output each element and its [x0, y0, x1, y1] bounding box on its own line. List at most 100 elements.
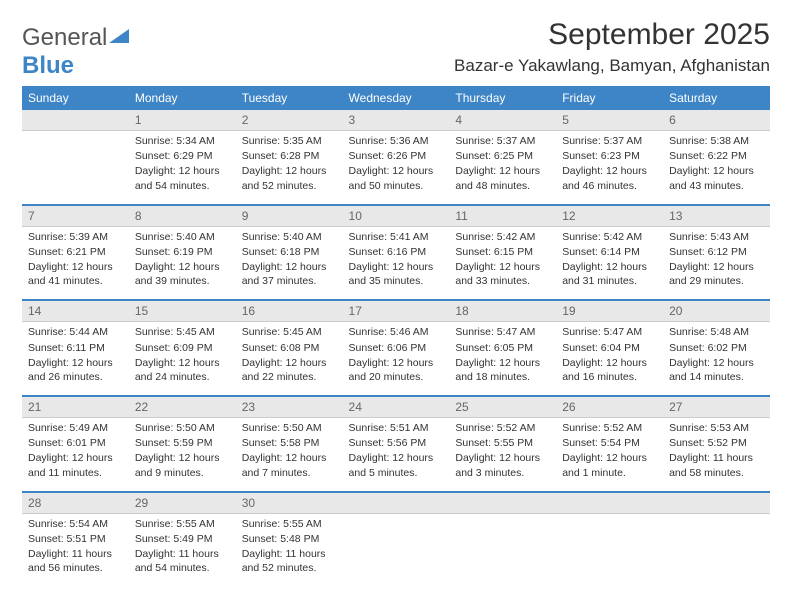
sunrise-text: Sunrise: 5:45 AM: [242, 325, 337, 339]
sunrise-text: Sunrise: 5:39 AM: [28, 230, 123, 244]
content-row: Sunrise: 5:54 AMSunset: 5:51 PMDaylight:…: [22, 513, 770, 586]
day-cell: Sunrise: 5:36 AMSunset: 6:26 PMDaylight:…: [343, 131, 450, 205]
day-number-cell: [343, 492, 450, 514]
sunrise-text: Sunrise: 5:55 AM: [242, 517, 337, 531]
header: GeneralBlue September 2025 Bazar-e Yakaw…: [22, 18, 770, 82]
sunrise-text: Sunrise: 5:52 AM: [562, 421, 657, 435]
sunrise-text: Sunrise: 5:40 AM: [242, 230, 337, 244]
day-details: Sunrise: 5:38 AMSunset: 6:22 PMDaylight:…: [663, 131, 770, 200]
sunset-text: Sunset: 5:56 PM: [349, 436, 444, 450]
daylight-text: Daylight: 12 hours and 31 minutes.: [562, 260, 657, 288]
sunrise-text: Sunrise: 5:38 AM: [669, 134, 764, 148]
sunset-text: Sunset: 5:59 PM: [135, 436, 230, 450]
day-number-cell: 25: [449, 396, 556, 418]
daynum-row: 21222324252627: [22, 396, 770, 418]
sunrise-text: Sunrise: 5:34 AM: [135, 134, 230, 148]
day-number-cell: 17: [343, 300, 450, 322]
weekday-header: Tuesday: [236, 86, 343, 110]
sunrise-text: Sunrise: 5:54 AM: [28, 517, 123, 531]
daylight-text: Daylight: 12 hours and 9 minutes.: [135, 451, 230, 479]
day-number-cell: [663, 492, 770, 514]
day-cell: Sunrise: 5:40 AMSunset: 6:19 PMDaylight:…: [129, 226, 236, 300]
day-cell: Sunrise: 5:46 AMSunset: 6:06 PMDaylight:…: [343, 322, 450, 396]
calendar-table: Sunday Monday Tuesday Wednesday Thursday…: [22, 86, 770, 586]
day-number-cell: 1: [129, 110, 236, 131]
daylight-text: Daylight: 12 hours and 52 minutes.: [242, 164, 337, 192]
day-details: Sunrise: 5:47 AMSunset: 6:05 PMDaylight:…: [449, 322, 556, 391]
day-cell: Sunrise: 5:47 AMSunset: 6:05 PMDaylight:…: [449, 322, 556, 396]
day-number-cell: 16: [236, 300, 343, 322]
daylight-text: Daylight: 12 hours and 14 minutes.: [669, 356, 764, 384]
sunrise-text: Sunrise: 5:51 AM: [349, 421, 444, 435]
sunrise-text: Sunrise: 5:49 AM: [28, 421, 123, 435]
day-cell: Sunrise: 5:34 AMSunset: 6:29 PMDaylight:…: [129, 131, 236, 205]
day-details: Sunrise: 5:52 AMSunset: 5:55 PMDaylight:…: [449, 418, 556, 487]
day-cell: Sunrise: 5:38 AMSunset: 6:22 PMDaylight:…: [663, 131, 770, 205]
day-cell: [22, 131, 129, 205]
weekday-header: Wednesday: [343, 86, 450, 110]
daylight-text: Daylight: 12 hours and 35 minutes.: [349, 260, 444, 288]
day-details: Sunrise: 5:47 AMSunset: 6:04 PMDaylight:…: [556, 322, 663, 391]
day-number-cell: 13: [663, 205, 770, 227]
day-number-cell: 29: [129, 492, 236, 514]
sunset-text: Sunset: 6:16 PM: [349, 245, 444, 259]
day-number-cell: 30: [236, 492, 343, 514]
daylight-text: Daylight: 12 hours and 18 minutes.: [455, 356, 550, 384]
day-number-cell: 7: [22, 205, 129, 227]
sunrise-text: Sunrise: 5:53 AM: [669, 421, 764, 435]
daylight-text: Daylight: 12 hours and 41 minutes.: [28, 260, 123, 288]
sunset-text: Sunset: 5:55 PM: [455, 436, 550, 450]
day-details: Sunrise: 5:51 AMSunset: 5:56 PMDaylight:…: [343, 418, 450, 487]
sunrise-text: Sunrise: 5:55 AM: [135, 517, 230, 531]
title-block: September 2025 Bazar-e Yakawlang, Bamyan…: [454, 18, 770, 82]
day-number-cell: 8: [129, 205, 236, 227]
sunrise-text: Sunrise: 5:36 AM: [349, 134, 444, 148]
sunrise-text: Sunrise: 5:43 AM: [669, 230, 764, 244]
logo-text-2: Blue: [22, 52, 74, 79]
day-details: Sunrise: 5:43 AMSunset: 6:12 PMDaylight:…: [663, 227, 770, 296]
day-number-cell: 9: [236, 205, 343, 227]
content-row: Sunrise: 5:34 AMSunset: 6:29 PMDaylight:…: [22, 131, 770, 205]
sunrise-text: Sunrise: 5:45 AM: [135, 325, 230, 339]
content-row: Sunrise: 5:49 AMSunset: 6:01 PMDaylight:…: [22, 418, 770, 492]
day-cell: Sunrise: 5:35 AMSunset: 6:28 PMDaylight:…: [236, 131, 343, 205]
day-cell: Sunrise: 5:43 AMSunset: 6:12 PMDaylight:…: [663, 226, 770, 300]
day-cell: Sunrise: 5:40 AMSunset: 6:18 PMDaylight:…: [236, 226, 343, 300]
daylight-text: Daylight: 12 hours and 5 minutes.: [349, 451, 444, 479]
content-row: Sunrise: 5:44 AMSunset: 6:11 PMDaylight:…: [22, 322, 770, 396]
day-cell: Sunrise: 5:54 AMSunset: 5:51 PMDaylight:…: [22, 513, 129, 586]
sunrise-text: Sunrise: 5:42 AM: [455, 230, 550, 244]
day-cell: Sunrise: 5:39 AMSunset: 6:21 PMDaylight:…: [22, 226, 129, 300]
day-number-cell: 19: [556, 300, 663, 322]
day-number-cell: 26: [556, 396, 663, 418]
day-number-cell: 15: [129, 300, 236, 322]
daylight-text: Daylight: 12 hours and 39 minutes.: [135, 260, 230, 288]
triangle-icon: [109, 24, 131, 52]
day-cell: Sunrise: 5:52 AMSunset: 5:54 PMDaylight:…: [556, 418, 663, 492]
day-number-cell: 21: [22, 396, 129, 418]
daylight-text: Daylight: 12 hours and 46 minutes.: [562, 164, 657, 192]
day-cell: [449, 513, 556, 586]
daynum-row: 14151617181920: [22, 300, 770, 322]
day-details: Sunrise: 5:41 AMSunset: 6:16 PMDaylight:…: [343, 227, 450, 296]
sunrise-text: Sunrise: 5:37 AM: [455, 134, 550, 148]
day-number-cell: 12: [556, 205, 663, 227]
sunrise-text: Sunrise: 5:35 AM: [242, 134, 337, 148]
day-cell: Sunrise: 5:52 AMSunset: 5:55 PMDaylight:…: [449, 418, 556, 492]
daylight-text: Daylight: 12 hours and 1 minute.: [562, 451, 657, 479]
daylight-text: Daylight: 12 hours and 48 minutes.: [455, 164, 550, 192]
weekday-header: Monday: [129, 86, 236, 110]
daylight-text: Daylight: 12 hours and 43 minutes.: [669, 164, 764, 192]
daynum-row: 123456: [22, 110, 770, 131]
daynum-row: 78910111213: [22, 205, 770, 227]
daylight-text: Daylight: 12 hours and 33 minutes.: [455, 260, 550, 288]
sunset-text: Sunset: 5:51 PM: [28, 532, 123, 546]
day-cell: Sunrise: 5:51 AMSunset: 5:56 PMDaylight:…: [343, 418, 450, 492]
day-number-cell: [556, 492, 663, 514]
day-cell: Sunrise: 5:42 AMSunset: 6:14 PMDaylight:…: [556, 226, 663, 300]
day-number-cell: 6: [663, 110, 770, 131]
day-cell: Sunrise: 5:50 AMSunset: 5:58 PMDaylight:…: [236, 418, 343, 492]
daylight-text: Daylight: 11 hours and 58 minutes.: [669, 451, 764, 479]
sunrise-text: Sunrise: 5:47 AM: [562, 325, 657, 339]
day-cell: Sunrise: 5:42 AMSunset: 6:15 PMDaylight:…: [449, 226, 556, 300]
